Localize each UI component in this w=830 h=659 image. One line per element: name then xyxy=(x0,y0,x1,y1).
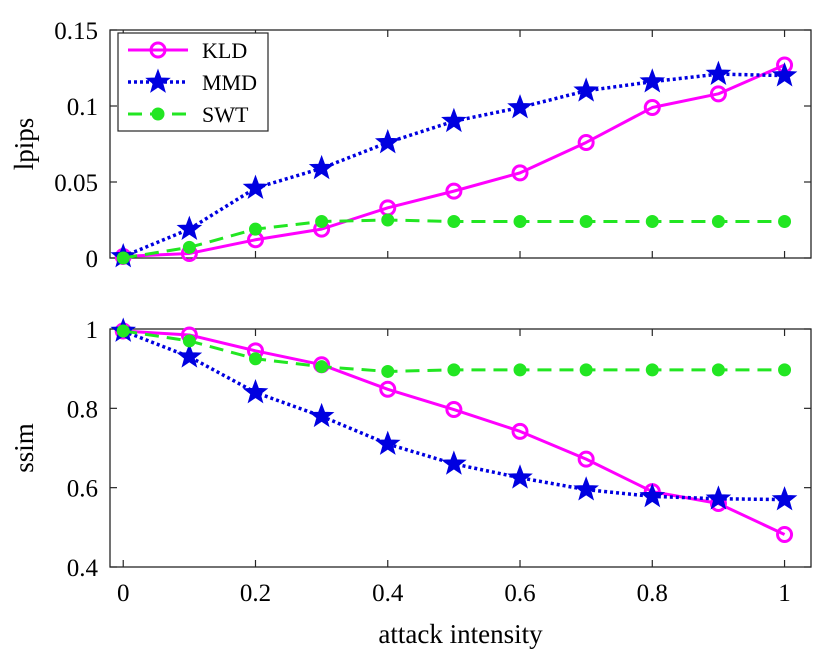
y-tick-label: 0.6 xyxy=(67,476,98,503)
data-point-swt xyxy=(116,324,130,338)
data-point-mmd xyxy=(308,154,335,180)
data-point-swt xyxy=(778,363,792,377)
legend-marker-mmd xyxy=(145,68,171,93)
data-point-swt xyxy=(182,334,196,348)
legend: KLD MMD SWT xyxy=(117,32,269,132)
data-point-swt xyxy=(579,363,593,377)
legend-label-mmd: MMD xyxy=(202,70,257,95)
data-point-mmd xyxy=(639,482,666,508)
data-point-swt xyxy=(778,215,792,229)
data-point-swt xyxy=(182,240,196,254)
data-point-kld xyxy=(577,133,595,151)
y-tick-label: 0.8 xyxy=(67,396,98,423)
y-tick-label: 0.1 xyxy=(67,94,98,121)
y-tick-label: 0.05 xyxy=(54,170,98,197)
data-point-mmd xyxy=(176,343,203,368)
data-point-mmd xyxy=(374,430,401,455)
x-tick-label: 0.6 xyxy=(504,580,535,607)
data-point-mmd xyxy=(441,450,467,475)
x-tick-label: 0.2 xyxy=(240,580,271,607)
data-point-swt xyxy=(248,222,262,236)
y-axis-label: ssim xyxy=(9,423,39,473)
legend-label-swt: SWT xyxy=(202,102,249,127)
data-point-kld xyxy=(379,380,397,398)
legend-marker-kld xyxy=(149,41,167,59)
series-kld xyxy=(114,322,794,543)
data-point-kld xyxy=(709,85,727,103)
lpips-panel: 0 0.05 0.1 0.15 lpips KLD MMD SWT xyxy=(9,18,812,273)
ssim-panel: 0.4 0.6 0.8 1 0 0.2 0.4 0.6 0.8 1 ssim attack inten… xyxy=(9,317,812,649)
data-point-kld xyxy=(511,422,529,440)
axes-frame xyxy=(109,328,812,568)
axes-frame xyxy=(109,29,812,259)
data-point-kld xyxy=(776,525,794,543)
series-mmd xyxy=(110,60,798,268)
data-point-swt xyxy=(315,215,329,229)
data-point-swt xyxy=(315,360,329,374)
data-point-swt xyxy=(645,363,659,377)
data-point-mmd xyxy=(573,476,599,501)
data-point-mmd xyxy=(242,379,269,404)
data-point-mmd xyxy=(705,485,732,510)
data-point-swt xyxy=(447,363,461,377)
data-point-swt xyxy=(116,251,130,265)
data-point-swt xyxy=(513,363,527,377)
x-tick-label: 0 xyxy=(117,580,130,607)
data-point-swt xyxy=(645,215,659,229)
legend-marker-swt xyxy=(151,107,165,121)
data-point-mmd xyxy=(639,68,666,93)
data-point-mmd xyxy=(308,402,335,428)
series-swt xyxy=(116,324,792,378)
data-point-mmd xyxy=(507,94,533,119)
data-point-kld xyxy=(577,450,595,468)
data-point-mmd xyxy=(573,77,599,102)
series-swt xyxy=(116,213,792,265)
series-line-mmd xyxy=(122,329,785,502)
y-tick-label: 1 xyxy=(86,317,99,344)
data-point-swt xyxy=(381,213,395,227)
data-point-swt xyxy=(711,363,725,377)
data-point-mmd xyxy=(441,107,467,133)
data-point-swt xyxy=(579,215,593,229)
y-axis-label: lpips xyxy=(9,118,39,171)
data-point-kld xyxy=(511,164,529,182)
series-line-kld xyxy=(123,329,786,536)
data-point-swt xyxy=(381,364,395,378)
data-point-mmd xyxy=(374,129,401,154)
data-point-mmd xyxy=(242,174,269,199)
x-axis-label: attack intensity xyxy=(378,619,543,649)
y-tick-label: 0.4 xyxy=(67,555,99,582)
data-point-kld xyxy=(445,182,463,200)
y-tick-label: 0 xyxy=(86,246,99,273)
data-point-kld xyxy=(445,401,463,419)
data-point-swt xyxy=(513,215,527,229)
y-tick-label: 0.15 xyxy=(54,18,98,45)
x-tick-label: 0.4 xyxy=(372,580,404,607)
data-point-swt xyxy=(447,215,461,229)
data-point-kld xyxy=(643,99,661,117)
data-point-swt xyxy=(248,352,262,366)
x-tick-label: 0.8 xyxy=(637,580,668,607)
x-tick-label: 1 xyxy=(778,580,791,607)
data-point-swt xyxy=(711,215,725,229)
data-point-mmd xyxy=(771,486,798,511)
data-point-mmd xyxy=(705,60,732,85)
data-point-mmd xyxy=(176,215,203,240)
series-line-mmd xyxy=(122,72,785,259)
data-point-mmd xyxy=(771,62,798,87)
legend-label-kld: KLD xyxy=(202,38,247,63)
data-point-mmd xyxy=(507,464,533,489)
series-line-kld xyxy=(123,63,786,258)
